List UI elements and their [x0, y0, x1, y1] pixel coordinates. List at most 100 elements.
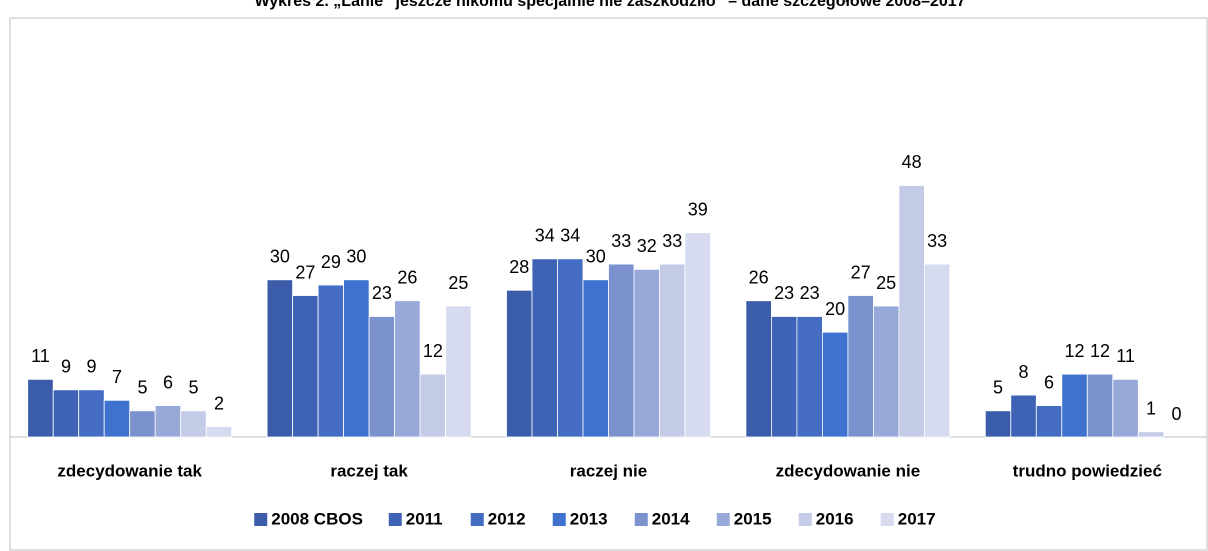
bar [659, 263, 686, 438]
bar [796, 316, 823, 438]
data-label: 12 [423, 341, 443, 361]
legend-label: 2013 [570, 509, 608, 528]
bar [129, 410, 156, 438]
data-label: 33 [927, 231, 947, 251]
data-label: 12 [1065, 341, 1085, 361]
data-label: 34 [560, 226, 580, 246]
legend-label: 2011 [406, 509, 443, 528]
bar [1010, 394, 1037, 438]
x-tick-label: raczej tak [330, 461, 408, 480]
data-label: 33 [662, 231, 682, 251]
data-label: 33 [611, 231, 631, 251]
bar [154, 405, 182, 438]
bar [266, 279, 294, 438]
data-label: 6 [163, 372, 173, 392]
data-label: 11 [1116, 346, 1135, 366]
legend-swatch [254, 513, 268, 526]
data-label: 29 [321, 252, 341, 272]
data-label: 25 [876, 273, 896, 293]
legend-swatch [716, 513, 730, 526]
data-label: 30 [346, 247, 366, 267]
bar [745, 300, 772, 438]
data-label: 9 [86, 357, 96, 377]
bar [180, 410, 207, 438]
x-tick-label: raczej nie [570, 461, 648, 480]
bar [1112, 378, 1139, 438]
bar [684, 232, 711, 438]
data-label: 5 [137, 378, 147, 398]
legend-label: 2008 CBOS [271, 509, 363, 528]
data-label: 48 [902, 152, 922, 172]
bar [531, 258, 558, 438]
data-label: 39 [688, 199, 708, 219]
legend-swatch [634, 513, 648, 526]
bar [822, 331, 849, 438]
data-label: 27 [851, 262, 871, 282]
bar [394, 300, 421, 438]
data-label: 23 [774, 283, 794, 303]
bar [78, 389, 105, 438]
data-label: 2 [214, 393, 224, 413]
legend-label: 2016 [816, 509, 854, 528]
bar [1137, 431, 1165, 438]
data-label: 5 [993, 378, 1003, 398]
data-label: 6 [1044, 372, 1054, 392]
data-label: 11 [31, 346, 50, 366]
x-tick-label: trudno powiedzieć [1013, 461, 1162, 480]
bar [445, 305, 472, 438]
legend-label: 2014 [652, 509, 690, 528]
data-label: 34 [535, 226, 555, 246]
bar [898, 185, 925, 438]
legend-label: 2017 [898, 509, 936, 528]
data-label: 28 [509, 257, 529, 277]
bar [343, 279, 370, 438]
legend-swatch [880, 513, 894, 526]
data-label: 23 [800, 283, 820, 303]
data-label: 27 [295, 262, 315, 282]
data-label: 26 [749, 268, 769, 288]
data-label: 8 [1019, 362, 1029, 382]
bar [771, 316, 798, 438]
bar [608, 263, 635, 438]
data-label: 1 [1146, 399, 1156, 419]
chart-border [9, 17, 1208, 551]
legend-swatch [552, 513, 566, 526]
data-label: 20 [825, 299, 845, 319]
data-label: 25 [448, 273, 468, 293]
bar [52, 389, 80, 438]
data-label: 26 [397, 268, 417, 288]
legend-swatch [388, 513, 402, 526]
bar [984, 410, 1012, 438]
bar [368, 316, 396, 438]
bar [847, 295, 874, 438]
legend-label: 2012 [488, 509, 526, 528]
bar [924, 263, 951, 438]
bar [103, 399, 131, 438]
bar [292, 295, 319, 438]
data-label: 30 [270, 247, 290, 267]
bar [506, 289, 533, 438]
legend-label: 2015 [734, 509, 772, 528]
bar [557, 258, 584, 438]
bar [317, 284, 345, 438]
x-tick-label: zdecydowanie nie [776, 461, 921, 480]
data-label: 30 [586, 247, 606, 267]
bar [419, 373, 447, 438]
x-tick-label: zdecydowanie tak [57, 461, 202, 480]
data-label: 9 [61, 357, 71, 377]
bar [873, 305, 900, 438]
bar [1086, 373, 1114, 438]
data-label: 23 [372, 283, 392, 303]
data-label: 32 [637, 236, 657, 256]
data-label: 7 [112, 367, 122, 387]
data-label: 12 [1090, 341, 1110, 361]
bar [205, 426, 233, 438]
bar [633, 268, 660, 438]
bar [582, 279, 609, 438]
bar [1061, 373, 1088, 438]
data-label: 0 [1172, 404, 1182, 424]
data-label: 5 [188, 378, 198, 398]
chart-title: Wykres 2. „Lanie” jeszcze nikomu specjal… [254, 0, 965, 10]
bar [27, 378, 54, 438]
